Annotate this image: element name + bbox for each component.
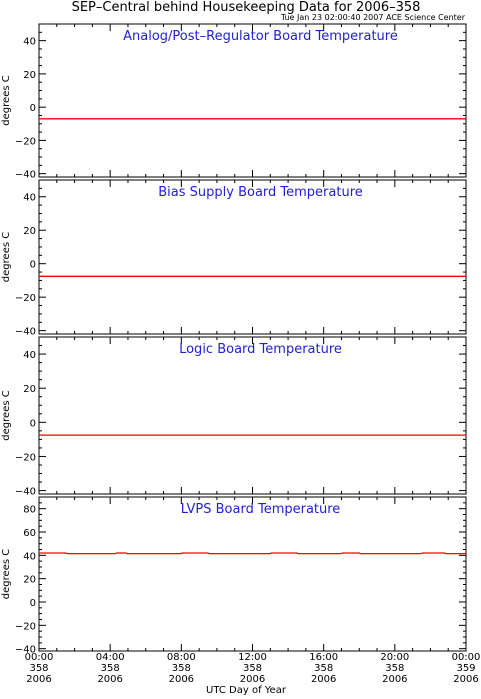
x-tick-label: 00:00	[25, 652, 54, 663]
panel-frame	[38, 336, 467, 495]
x-tick-label: 2006	[453, 674, 478, 685]
y-axis-label: degrees C	[1, 75, 12, 125]
y-axis-label: degrees C	[1, 390, 12, 440]
y-tick-label: 60	[23, 528, 36, 539]
y-tick-label: 20	[23, 384, 36, 395]
panel-frame	[38, 496, 467, 652]
y-tick-label: −40	[15, 487, 36, 498]
y-tick-label: 20	[23, 70, 36, 81]
y-tick-label: −40	[15, 327, 36, 338]
panel-title: Analog/Post–Regulator Board Temperature	[123, 29, 398, 44]
y-tick-label: 40	[23, 193, 36, 204]
chart-panel-2: 40 20 0 −20 −40 degrees C Bias Supply Board Te…	[1, 179, 467, 338]
x-tick-label: 00:00	[452, 652, 481, 663]
x-tick-label: 2006	[97, 674, 122, 685]
y-tick-label: 0	[30, 103, 36, 114]
x-tick-label: 358	[29, 663, 48, 674]
chart-panel-4: 80 60 40 20 0 −20 −40 degrees C LVPS Board Tempe…	[1, 496, 467, 656]
figure-title: SEP–Central behind Housekeeping Data for…	[72, 0, 421, 15]
y-tick-label: −40	[15, 170, 36, 181]
x-tick-label: 2006	[26, 674, 51, 685]
generation-timestamp: Tue Jan 23 02:00:40 2007 ACE Science Cen…	[280, 13, 466, 22]
y-tick-label: 40	[23, 551, 36, 562]
y-tick-label: −20	[15, 452, 36, 463]
y-tick-label: 0	[30, 598, 36, 609]
chart-panel-1: 40 20 0 −20 −40 degrees C Analog/Post–Regulato…	[1, 23, 467, 181]
x-tick-label: 2006	[382, 674, 407, 685]
x-tick-label: 358	[314, 663, 333, 674]
y-tick-label: −40	[15, 645, 36, 656]
panel-title: Bias Supply Board Temperature	[158, 185, 363, 200]
y-tick-label: −20	[15, 621, 36, 632]
y-tick-label: 0	[30, 260, 36, 271]
x-tick-label: 16:00	[309, 652, 338, 663]
x-axis-labels: 00:00358200604:00358200608:00358200612:0…	[25, 652, 481, 685]
chart-panel-3: 40 20 0 −20 −40 degrees C Logic Board Temperat…	[1, 336, 467, 498]
panel-title: Logic Board Temperature	[179, 342, 342, 357]
x-tick-label: 08:00	[167, 652, 196, 663]
x-axis-label: UTC Day of Year	[206, 685, 287, 696]
x-tick-label: 359	[456, 663, 475, 674]
series-line	[39, 552, 466, 555]
x-tick-label: 358	[243, 663, 262, 674]
panel-frame	[38, 23, 467, 178]
y-tick-label: 0	[30, 418, 36, 429]
y-tick-label: 20	[23, 575, 36, 586]
x-tick-label: 04:00	[96, 652, 125, 663]
panel-frame	[38, 179, 467, 335]
y-tick-label: 40	[23, 350, 36, 361]
panel-title: LVPS Board Temperature	[181, 502, 341, 517]
x-tick-label: 20:00	[380, 652, 409, 663]
x-tick-label: 358	[385, 663, 404, 674]
x-tick-label: 358	[101, 663, 120, 674]
x-tick-label: 12:00	[238, 652, 267, 663]
y-tick-label: 40	[23, 37, 36, 48]
x-tick-label: 358	[172, 663, 191, 674]
x-tick-label: 2006	[240, 674, 265, 685]
y-axis-label: degrees C	[1, 232, 12, 282]
y-tick-label: −20	[15, 136, 36, 147]
y-tick-label: 20	[23, 226, 36, 237]
y-tick-label: 80	[23, 505, 36, 516]
x-tick-label: 2006	[169, 674, 194, 685]
x-tick-label: 2006	[311, 674, 336, 685]
chart-panels: 40 20 0 −20 −40 degrees C Analog/Post–Regulato…	[1, 23, 467, 656]
y-tick-label: −20	[15, 293, 36, 304]
y-axis-label: degrees C	[1, 549, 12, 599]
